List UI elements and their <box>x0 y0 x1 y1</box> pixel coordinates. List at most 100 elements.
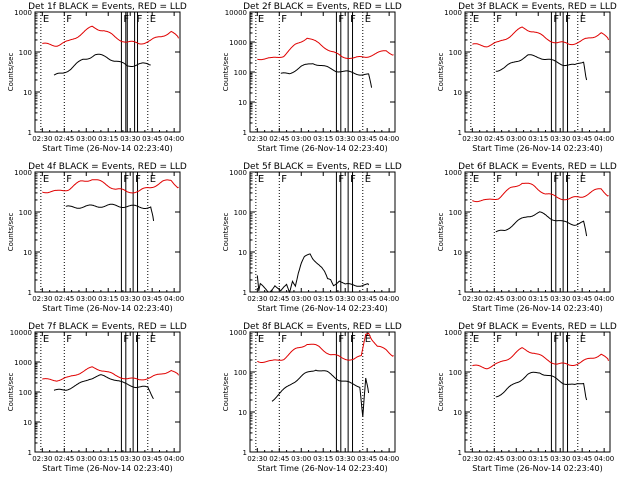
marker-label: E <box>580 14 586 25</box>
marker-label: F <box>66 174 72 185</box>
panel-det-7: Det 7f BLACK = Events, RED = LLD 02:30 02:… <box>7 322 187 473</box>
x-tick-label: 03:45 <box>142 295 162 303</box>
y-tick-label: 1000 <box>229 329 247 337</box>
marker-label: F <box>123 174 129 185</box>
y-tick-label: 10 <box>453 409 462 417</box>
series-line-events <box>495 211 588 237</box>
x-tick-label: 02:45 <box>269 455 289 463</box>
x-tick-label: 03:15 <box>98 295 118 303</box>
x-tick-label: 02:30 <box>462 455 482 463</box>
y-tick-label: 10 <box>23 89 32 97</box>
y-tick-label: 10 <box>23 249 32 257</box>
x-tick-label: 03:00 <box>506 135 526 143</box>
x-axis-label: Start Time (26-Nov-14 02:23:40) <box>257 144 387 153</box>
y-tick-label: 1 <box>243 289 247 297</box>
y-axis-label: Counts/sec <box>7 213 15 252</box>
series-line-events <box>495 371 588 401</box>
marker-label: F <box>496 174 502 185</box>
panel-title: Det 2f BLACK = Events, RED = LLD <box>243 2 402 12</box>
marker-label: F <box>553 14 559 25</box>
y-tick-label: 1000 <box>444 9 462 17</box>
x-tick-label: 03:45 <box>142 455 162 463</box>
x-tick-label: 02:30 <box>462 295 482 303</box>
y-tick-label: 1 <box>243 129 247 137</box>
y-tick-label: 1000 <box>14 169 32 177</box>
x-tick-label: 02:30 <box>32 295 52 303</box>
y-tick-label: 100 <box>449 369 462 377</box>
panel-det-8: Det 8f BLACK = Events, RED = LLD 02:30 02:… <box>222 322 402 473</box>
x-tick-label: 03:45 <box>357 455 377 463</box>
panel-det-4: Det 4f BLACK = Events, RED = LLD 02:30 02:… <box>7 162 187 313</box>
plot-frame <box>249 331 396 453</box>
y-tick-label: 10 <box>453 249 462 257</box>
x-axis-label: Start Time (26-Nov-14 02:23:40) <box>42 304 172 313</box>
x-tick-label: 03:45 <box>357 295 377 303</box>
x-tick-label: 03:15 <box>528 135 548 143</box>
x-axis-label: Start Time (26-Nov-14 02:23:40) <box>42 464 172 473</box>
series-line-lld <box>42 25 179 47</box>
marker-label: F <box>338 334 344 345</box>
x-tick-label: 03:00 <box>76 455 96 463</box>
x-tick-label: 03:15 <box>98 455 118 463</box>
x-tick-label: 03:15 <box>313 135 333 143</box>
y-tick-label: 1000 <box>444 169 462 177</box>
x-tick-label: 03:30 <box>550 295 570 303</box>
series-line-events <box>271 369 370 417</box>
x-axis-label: Start Time (26-Nov-14 02:23:40) <box>472 464 602 473</box>
series-line-lld <box>472 182 609 203</box>
y-tick-label: 1 <box>458 289 462 297</box>
x-tick-label: 04:00 <box>379 295 399 303</box>
marker-label: F <box>565 174 571 185</box>
x-tick-label: 03:45 <box>572 135 592 143</box>
y-tick-label: 10000 <box>225 9 247 17</box>
panel-det-5: Det 5f BLACK = Events, RED = LLD 02:30 02:… <box>222 162 402 313</box>
marker-label: F <box>281 334 287 345</box>
x-tick-label: 03:30 <box>120 455 140 463</box>
series-line-lld <box>42 179 179 194</box>
y-tick-label: 1000 <box>444 329 462 337</box>
x-tick-label: 03:00 <box>291 295 311 303</box>
marker-label: F <box>338 14 344 25</box>
marker-label: F <box>137 14 143 25</box>
x-tick-label: 02:30 <box>247 295 267 303</box>
x-tick-label: 02:45 <box>54 295 74 303</box>
panel-det-2: Det 2f BLACK = Events, RED = LLD 02:30 02:… <box>222 2 402 153</box>
marker-label: F <box>281 14 287 25</box>
marker-label: F <box>123 334 129 345</box>
y-tick-label: 1000 <box>229 39 247 47</box>
marker-label: F <box>565 14 571 25</box>
panel-title: Det 1f BLACK = Events, RED = LLD <box>28 2 187 12</box>
y-axis-label: Counts/sec <box>437 53 445 92</box>
marker-label: F <box>350 14 356 25</box>
x-tick-label: 03:15 <box>528 295 548 303</box>
y-axis-label: Counts/sec <box>7 53 15 92</box>
x-tick-label: 03:45 <box>142 135 162 143</box>
marker-label: E <box>43 174 49 185</box>
y-axis-label: Counts/sec <box>437 373 445 412</box>
marker-label: F <box>553 334 559 345</box>
x-tick-label: 02:45 <box>269 135 289 143</box>
marker-label: E <box>258 14 264 25</box>
y-tick-label: 1 <box>458 129 462 137</box>
y-tick-label: 10 <box>238 99 247 107</box>
x-tick-label: 03:30 <box>550 455 570 463</box>
series-line-events <box>65 203 155 221</box>
marker-label: E <box>43 334 49 345</box>
x-tick-label: 03:00 <box>76 135 96 143</box>
x-tick-label: 03:00 <box>291 455 311 463</box>
x-tick-label: 03:30 <box>335 455 355 463</box>
y-axis-label: Counts/sec <box>222 53 230 92</box>
y-tick-label: 100 <box>19 209 32 217</box>
x-tick-label: 03:15 <box>98 135 118 143</box>
marker-label: E <box>150 334 156 345</box>
panel-det-6: Det 6f BLACK = Events, RED = LLD 02:30 02:… <box>437 162 617 313</box>
series-line-events <box>495 54 588 81</box>
x-tick-label: 04:00 <box>379 455 399 463</box>
plot-frame <box>34 11 181 133</box>
series-line-lld <box>472 347 609 370</box>
marker-label: E <box>258 174 264 185</box>
x-tick-label: 03:30 <box>120 135 140 143</box>
marker-label: F <box>135 174 141 185</box>
panel-det-3: Det 3f BLACK = Events, RED = LLD 02:30 02:… <box>437 2 617 153</box>
